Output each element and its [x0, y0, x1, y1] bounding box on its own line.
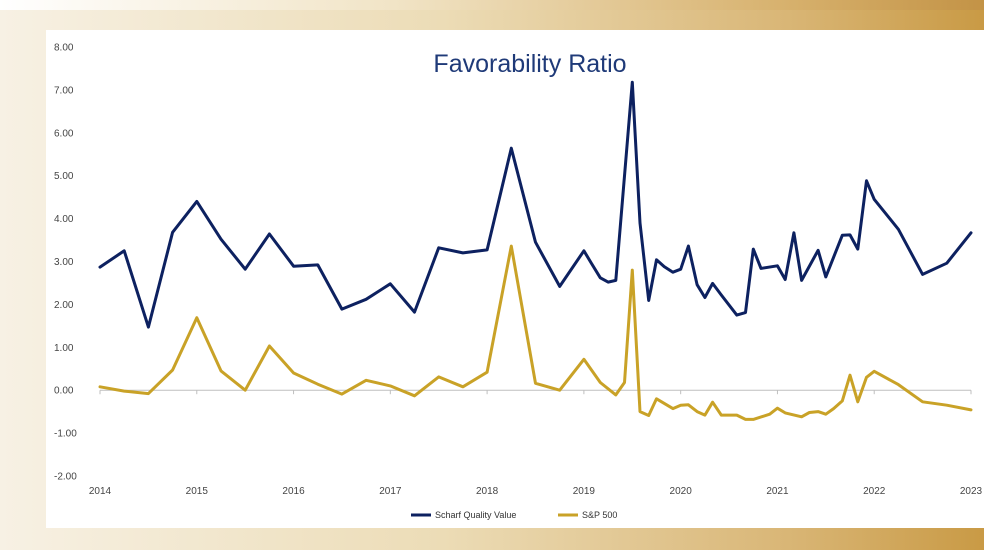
y-tick-label: 0.00: [54, 386, 74, 397]
y-tick-label: 8.00: [54, 43, 74, 54]
x-tick-label: 2021: [766, 486, 789, 497]
x-tick-label: 2016: [282, 486, 305, 497]
y-tick-label: 3.00: [54, 257, 74, 268]
chart-panel: 8.00 7.00 6.00 5.00 4.00 3.00 2.00 1.00 0.00 -1.0…: [46, 30, 984, 528]
header-band: [0, 0, 984, 10]
y-tick-label: 7.00: [54, 85, 74, 96]
y-tick-label: 5.00: [54, 171, 74, 182]
y-tick-label: 6.00: [54, 128, 74, 139]
y-tick-label: 2.00: [54, 300, 74, 311]
x-tick-label: 2023: [960, 486, 983, 497]
y-tick-label: 1.00: [54, 343, 74, 354]
x-tick-label: 2022: [863, 486, 886, 497]
chart-title: Favorability Ratio: [433, 50, 626, 78]
legend-label: Scharf Quality Value: [435, 510, 516, 520]
x-tick-label: 2020: [670, 486, 693, 497]
x-tick-label: 2015: [186, 486, 209, 497]
series-line-scharf-quality-value: [98, 80, 973, 329]
y-tick-label: 4.00: [54, 214, 74, 225]
y-tick-label: -2.00: [54, 472, 77, 483]
y-tick-label: -1.00: [54, 429, 77, 440]
x-tick-label: 2019: [573, 486, 596, 497]
x-tick-label: 2018: [476, 486, 499, 497]
x-tick-label: 2014: [89, 486, 112, 497]
x-tick-label: 2017: [379, 486, 402, 497]
line-chart: 8.00 7.00 6.00 5.00 4.00 3.00 2.00 1.00 0.00 -1.0…: [54, 43, 983, 521]
series-line-sp500: [98, 244, 973, 421]
legend-label: S&P 500: [582, 510, 617, 520]
